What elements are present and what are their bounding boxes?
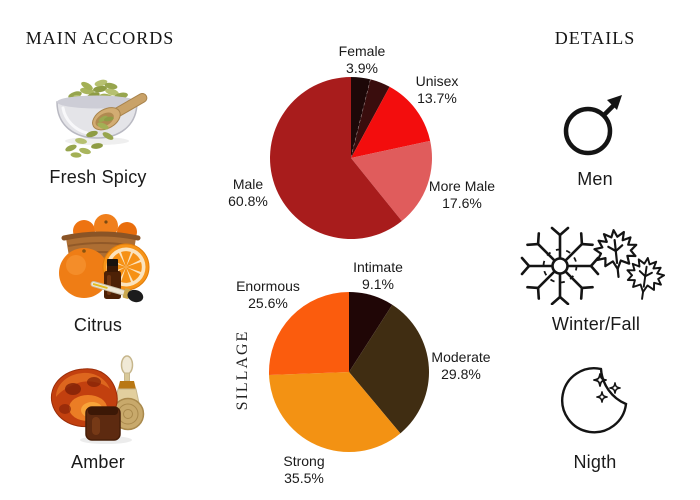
pie-label-female: Female 3.9%	[338, 43, 386, 76]
pie-slice-moderate	[349, 304, 429, 434]
accord-label-amber: Amber	[70, 452, 125, 472]
dashed-boundary-line	[350, 79, 372, 159]
pie-slice-intimate	[349, 292, 393, 372]
pie-label-strong: Strong 35.5%	[283, 453, 325, 486]
amber-illustration	[50, 355, 145, 444]
detail-label-winter-fall: Winter/Fall	[551, 314, 641, 334]
whole-orange	[59, 248, 109, 298]
sillage-axis-label: SILLAGE	[234, 329, 251, 411]
cardamom-bowl-illustration	[56, 79, 148, 158]
pie-label-enormous: Enormous 25.6%	[236, 278, 300, 311]
amber-jar	[85, 406, 121, 441]
pie-slice-male	[270, 77, 402, 239]
accord-label-citrus: Citrus	[73, 315, 123, 335]
pie-label-moderate: Moderate 29.8%	[431, 349, 491, 382]
detail-label-men: Men	[577, 169, 613, 189]
winter-fall-icons	[520, 226, 668, 305]
pie-label-more-male: More Male 17.6%	[428, 178, 496, 211]
pie-slice-unlabeled	[351, 79, 390, 158]
accord-label-fresh-spicy: Fresh Spicy	[49, 167, 147, 187]
male-symbol-icon	[563, 95, 622, 156]
pie-label-intimate: Intimate 9.1%	[353, 259, 403, 292]
details-title: DETAILS	[554, 28, 636, 48]
pie-slice-unisex	[351, 86, 431, 158]
snowflake-icon	[520, 226, 600, 305]
spilled-pods	[65, 122, 114, 158]
pie-slice-more-male	[351, 140, 432, 222]
pie-slice-enormous	[269, 292, 349, 376]
pie-label-male: Male 60.8%	[228, 176, 268, 209]
gender-pie-chart	[270, 77, 432, 239]
dropper	[90, 281, 144, 303]
perfume-bottle	[114, 355, 140, 404]
pie-label-unisex: Unisex 13.7%	[415, 73, 459, 106]
crescent-moon-stars-icon	[561, 367, 628, 434]
detail-label-nigth: Nigth	[573, 452, 617, 472]
maple-leaf-icon	[591, 226, 668, 303]
sillage-pie-chart	[269, 292, 429, 452]
main-accords-title: MAIN ACCORDS	[25, 28, 175, 48]
pie-slice-strong	[269, 372, 401, 452]
citrus-illustration	[59, 214, 150, 303]
